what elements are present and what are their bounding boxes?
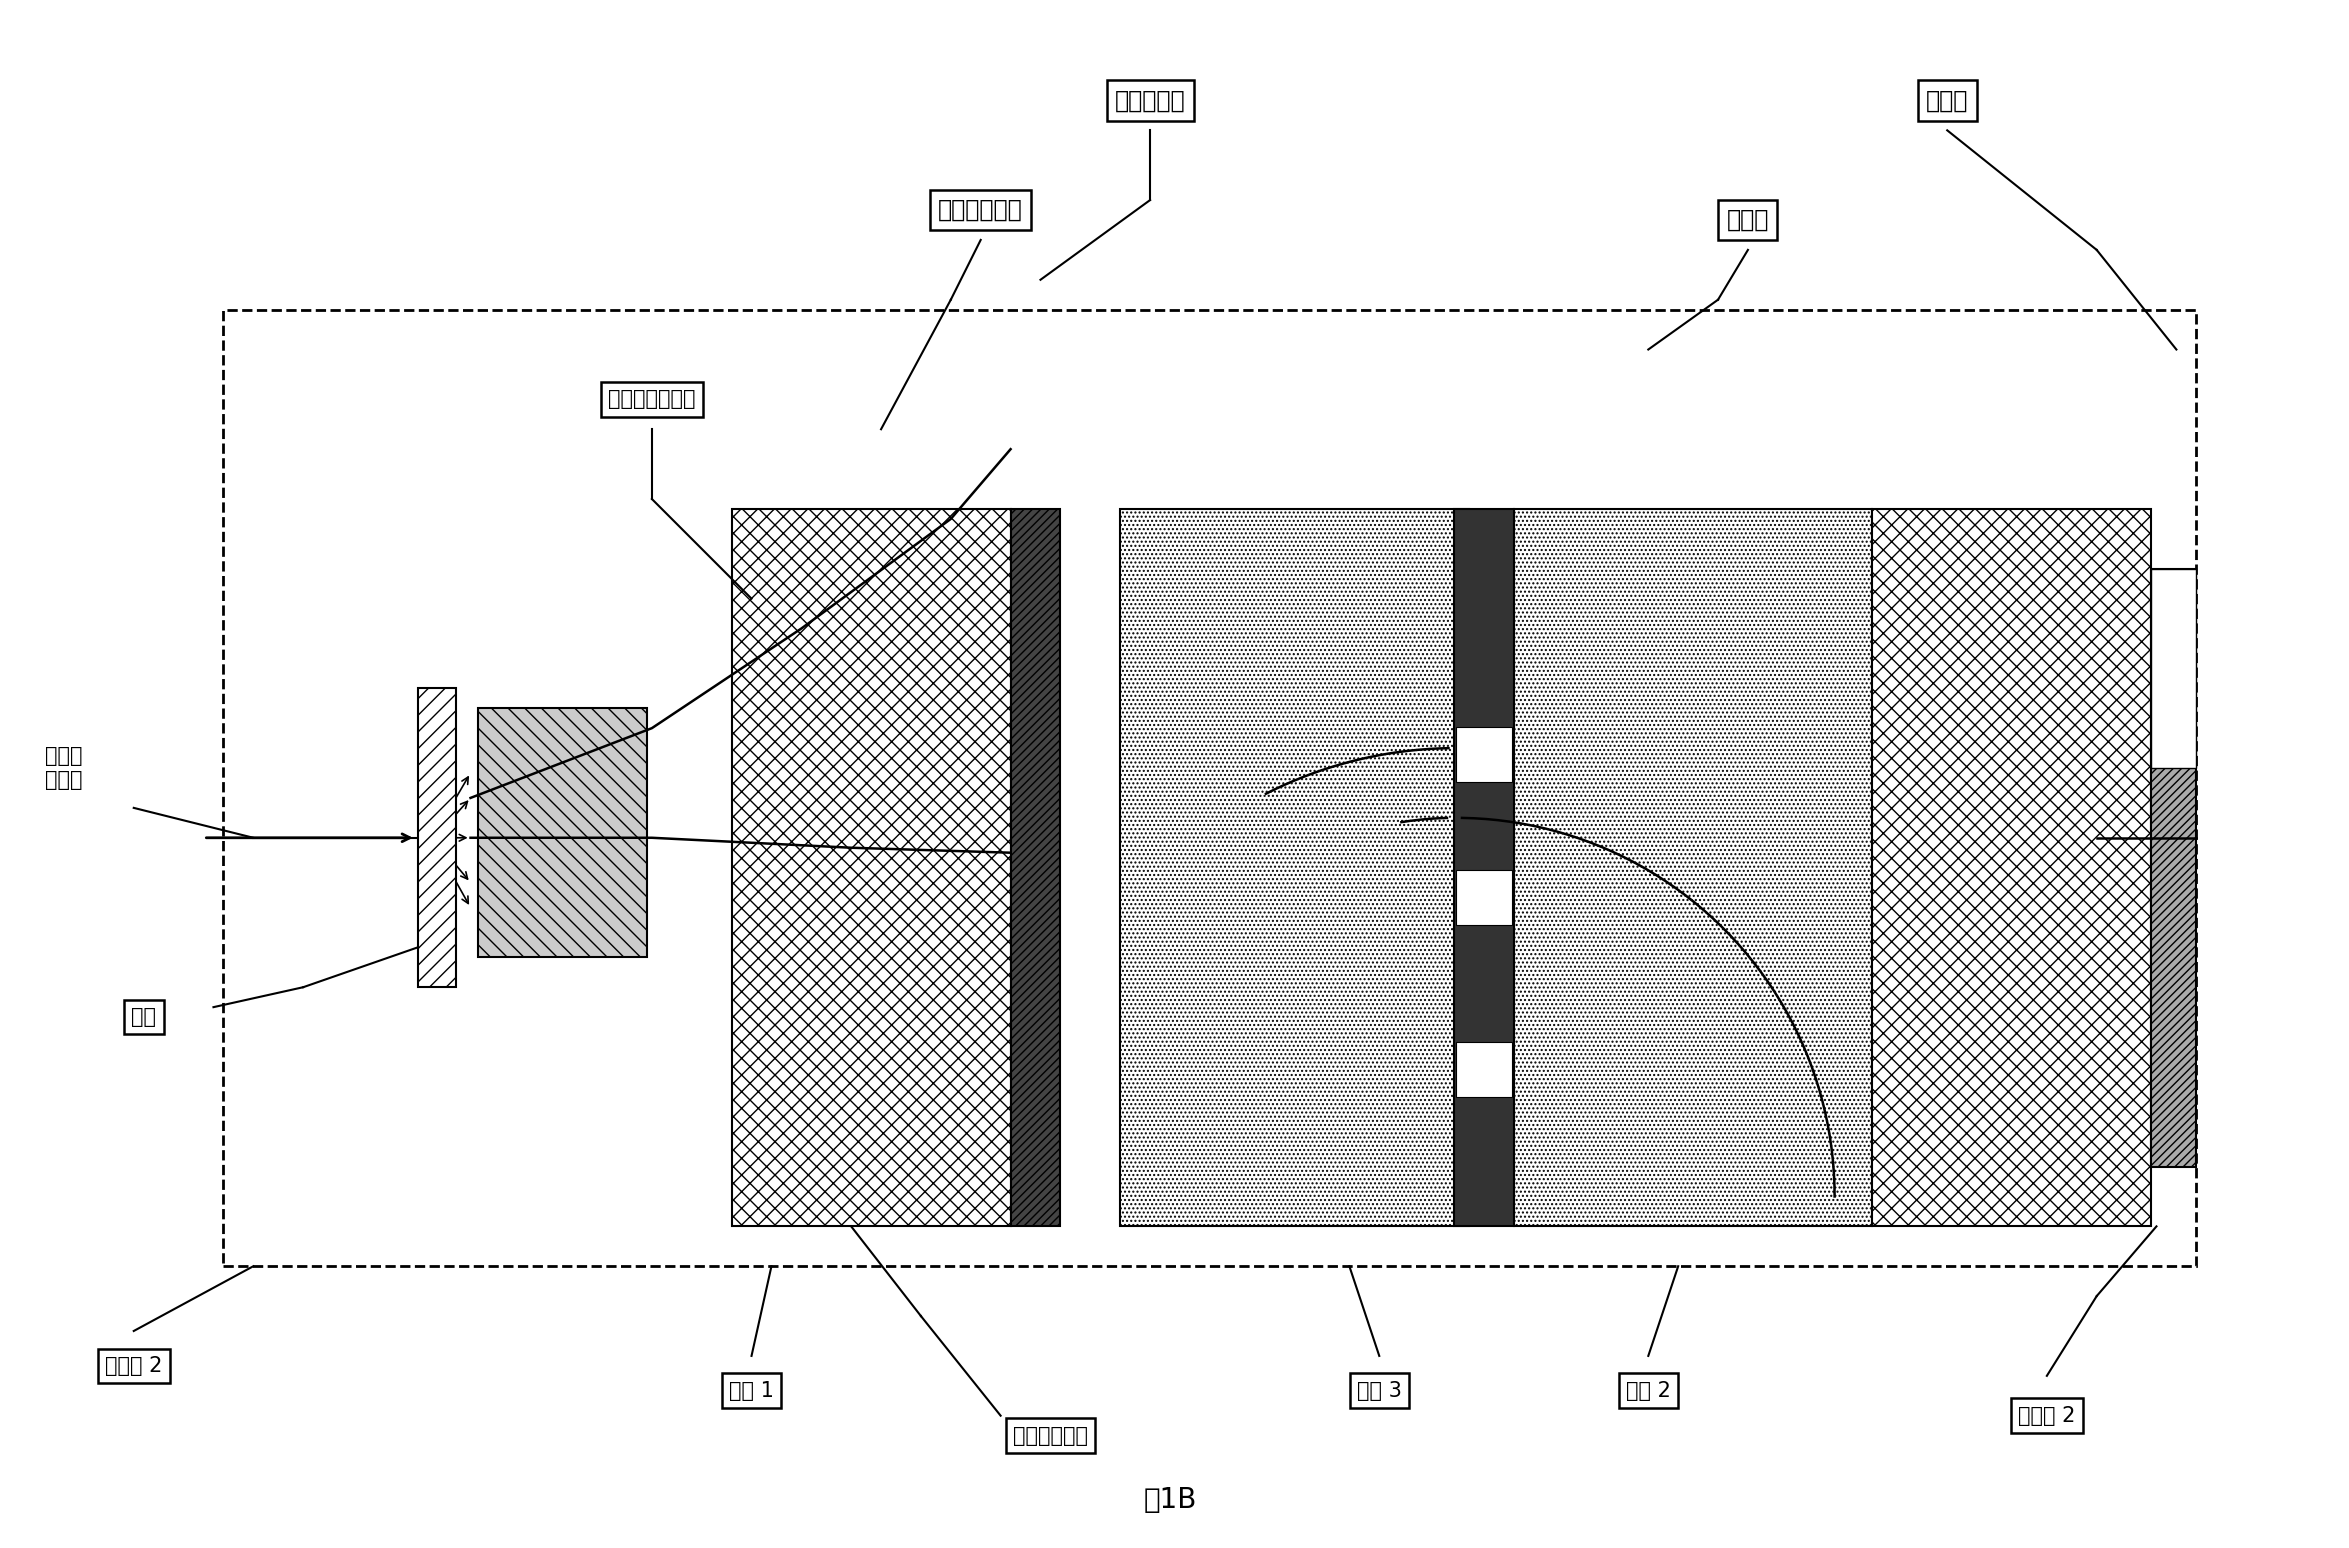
- Text: 积分腔: 积分腔: [1926, 88, 1968, 113]
- Bar: [1513, 509, 1872, 1226]
- Bar: [1456, 726, 1513, 782]
- Bar: [2152, 568, 2196, 1167]
- Bar: [1454, 509, 1513, 1226]
- Bar: [1456, 1042, 1513, 1098]
- Text: 靶标: 靶标: [132, 1008, 157, 1028]
- Text: 示意性离子轨迹: 示意性离子轨迹: [608, 390, 695, 409]
- Text: 低能离子轨迹: 低能离子轨迹: [937, 198, 1024, 221]
- Bar: [1010, 509, 1059, 1226]
- Bar: [223, 310, 2196, 1266]
- Text: 高能离子轨迹: 高能离子轨迹: [1012, 1426, 1088, 1446]
- Text: 图1B: 图1B: [1144, 1486, 1196, 1514]
- Bar: [1456, 870, 1513, 926]
- Bar: [1872, 509, 2152, 1226]
- Bar: [418, 689, 456, 988]
- Bar: [731, 509, 1010, 1226]
- Text: 磁体 3: 磁体 3: [1358, 1381, 1402, 1401]
- Text: 准直仪 2: 准直仪 2: [106, 1356, 162, 1376]
- Text: 能量选择孔: 能量选择孔: [1116, 88, 1186, 113]
- Bar: [2152, 568, 2196, 768]
- Bar: [1120, 509, 1468, 1226]
- Bar: [477, 709, 646, 957]
- Text: 磁体 1: 磁体 1: [728, 1381, 773, 1401]
- Text: 大功率
激光束: 大功率 激光束: [45, 746, 82, 789]
- Text: 准直仪 2: 准直仪 2: [2018, 1406, 2077, 1426]
- Text: 磁体 2: 磁体 2: [1626, 1381, 1670, 1401]
- Text: 微分腔: 微分腔: [1727, 207, 1769, 232]
